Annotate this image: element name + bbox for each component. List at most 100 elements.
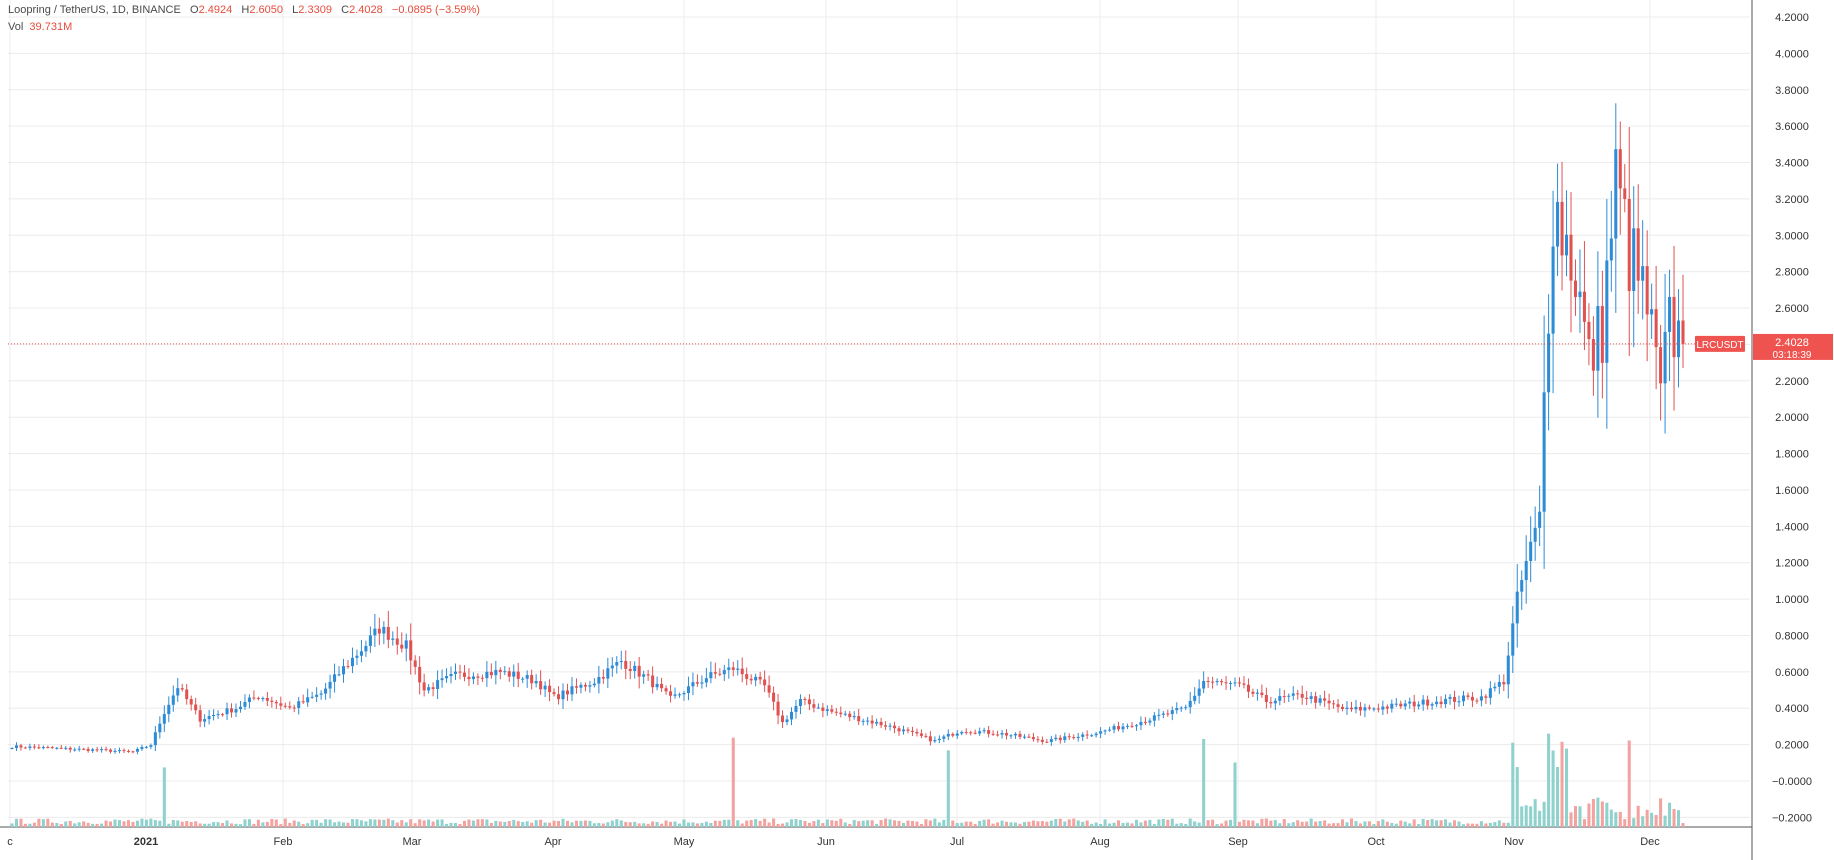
candle-body (350, 657, 354, 667)
candle-body (682, 692, 686, 695)
candle-body (942, 736, 946, 739)
volume-bar (68, 820, 72, 827)
candle-body (597, 677, 601, 684)
volume-bar (1193, 821, 1197, 827)
candle-body (1211, 681, 1215, 683)
volume-bar (843, 822, 847, 827)
volume-bar (234, 823, 238, 827)
candle-body (722, 670, 726, 675)
volume-bar (521, 821, 525, 827)
candle-body (1264, 695, 1268, 702)
volume-bar (1112, 822, 1116, 827)
candle-body (431, 687, 435, 689)
candle-body (776, 701, 780, 716)
volume-bar (1367, 821, 1371, 827)
volume-bar (310, 819, 314, 827)
candle-body (1036, 739, 1040, 741)
candle-body (1058, 737, 1062, 741)
volume-bar (978, 820, 982, 827)
candle-body (1435, 701, 1439, 705)
volume-bar (1529, 806, 1533, 827)
candle-body (884, 725, 888, 727)
volume-bar (1264, 818, 1268, 827)
candle-body (660, 683, 664, 689)
candle-body (1233, 682, 1237, 684)
candle-body (1076, 736, 1080, 738)
volume-bar (1672, 809, 1676, 827)
volume-bar (212, 822, 216, 827)
volume-bar (955, 823, 959, 827)
candle-body (82, 748, 86, 750)
candle-body (144, 746, 148, 748)
volume-bar (1166, 819, 1170, 827)
volume-bar (1206, 820, 1210, 827)
candle-body (1224, 682, 1228, 684)
candle-body (1040, 739, 1044, 742)
candle-body (373, 628, 377, 636)
volume-bar (301, 823, 305, 827)
candle-body (252, 697, 256, 699)
volume-bar (543, 822, 547, 827)
volume-bar (1376, 821, 1380, 827)
volume-bar (1605, 802, 1609, 827)
candle-body (59, 747, 63, 749)
candle-body (1202, 680, 1206, 689)
candle-body (1081, 734, 1085, 737)
volume-bar (812, 821, 816, 827)
volume-bar (561, 818, 565, 827)
candle-body (1323, 698, 1327, 701)
volume-bar (1282, 819, 1286, 827)
candle-body (700, 682, 704, 684)
volume-bar (525, 821, 529, 827)
volume-bar (1358, 823, 1362, 827)
candle-body (1609, 238, 1613, 261)
candle-body (731, 667, 735, 670)
volume-bar (1005, 821, 1009, 827)
candle-body (333, 674, 337, 682)
candle-body (1542, 392, 1546, 512)
candle-body (1282, 696, 1286, 698)
volume-bar (1394, 823, 1398, 827)
volume-bar (55, 823, 59, 827)
volume-bar (624, 821, 628, 827)
volume-bar (767, 822, 771, 827)
candle-body (1461, 695, 1466, 702)
candle-body (1672, 296, 1676, 358)
volume-bar (597, 822, 601, 827)
volume-bar (216, 822, 220, 827)
volume-bar (1363, 821, 1367, 827)
volume-bar (646, 823, 650, 827)
volume-bar (1278, 823, 1282, 827)
candle-body (1246, 684, 1250, 692)
candle-body (1475, 700, 1479, 702)
volume-bar (341, 822, 346, 827)
volume-bar (991, 823, 995, 827)
volume-bar (1564, 748, 1569, 827)
y-tick-label: 2.6000 (1775, 303, 1809, 315)
candle-body (176, 688, 180, 696)
candle-body (1636, 228, 1640, 281)
volume-bar (167, 823, 171, 827)
volume-bar (964, 821, 968, 827)
candle-body (1358, 706, 1362, 711)
candle-body (413, 660, 417, 667)
volume-bar (825, 819, 829, 827)
volume-bar (86, 822, 90, 827)
volume-bar (377, 819, 381, 827)
volume-bar (1157, 819, 1161, 827)
candle-body (1676, 320, 1681, 358)
volume-bar (144, 819, 148, 827)
candle-body (866, 720, 870, 722)
candle-body (982, 730, 986, 732)
volume-bar (1296, 820, 1300, 827)
candle-body (646, 674, 650, 676)
candle-body (888, 725, 892, 727)
candle-body (875, 721, 879, 724)
candle-body (243, 701, 247, 707)
volume-bar (937, 822, 941, 827)
volume-bar (794, 819, 798, 827)
volume-bar (1108, 823, 1112, 827)
candle-body (1300, 693, 1304, 698)
candle-body (1444, 698, 1448, 705)
